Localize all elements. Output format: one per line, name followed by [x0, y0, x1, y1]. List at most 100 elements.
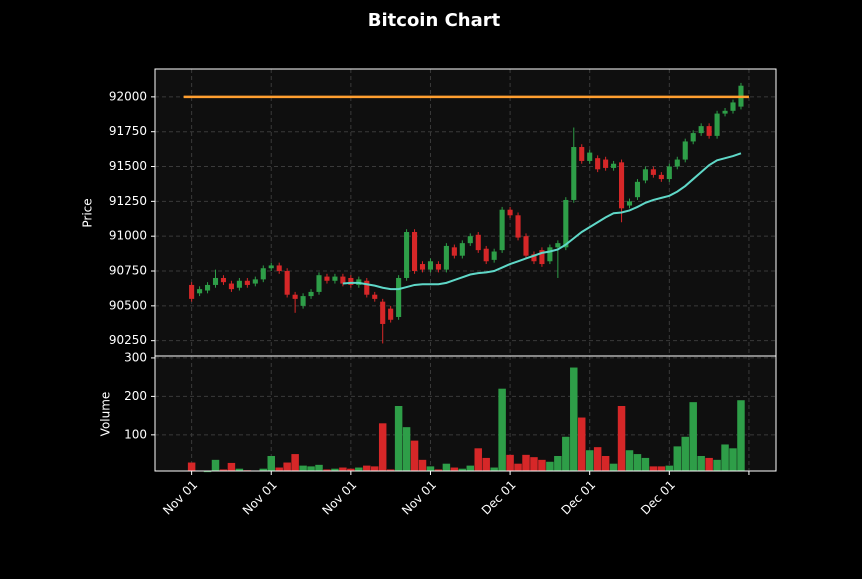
candle-body — [722, 111, 727, 114]
candle-body — [635, 182, 640, 197]
volume-bar — [363, 466, 370, 471]
candle-body — [229, 284, 234, 290]
volume-bar — [705, 458, 712, 471]
volume-bar — [267, 456, 274, 471]
candle-body — [643, 169, 648, 180]
candle-body — [221, 278, 226, 282]
candle-body — [651, 169, 656, 175]
candle-body — [324, 277, 329, 281]
candle-body — [484, 249, 489, 262]
volume-bar — [562, 437, 569, 471]
candle-body — [237, 281, 242, 288]
candle-body — [404, 232, 409, 278]
candle-body — [699, 126, 704, 133]
y-tick-label: 91000 — [109, 229, 147, 243]
candle-body — [293, 295, 298, 299]
candle-body — [364, 281, 369, 295]
volume-bar — [626, 450, 633, 471]
volume-bar — [228, 463, 235, 471]
y-tick-label: 91250 — [109, 194, 147, 208]
volume-bar — [681, 437, 688, 471]
candle-body — [587, 153, 592, 161]
volume-axis-label: Volume — [99, 392, 113, 437]
volume-bar — [443, 464, 450, 471]
volume-tick-label: 100 — [124, 427, 147, 441]
candle-body — [285, 271, 290, 295]
candle-body — [611, 164, 616, 168]
volume-bar — [689, 402, 696, 471]
y-tick-label: 91500 — [109, 159, 147, 173]
volume-bar — [482, 458, 489, 471]
candle-body — [571, 147, 576, 200]
candle-body — [269, 265, 274, 268]
volume-bar — [355, 468, 362, 471]
candle-body — [683, 141, 688, 159]
volume-bar — [610, 464, 617, 471]
candle-body — [388, 309, 393, 320]
y-tick-label: 90500 — [109, 298, 147, 312]
candle-body — [420, 264, 425, 270]
price-panel — [155, 69, 776, 356]
volume-bar — [697, 456, 704, 471]
volume-bar — [275, 468, 282, 471]
candle-body — [659, 175, 664, 179]
volume-bar — [650, 466, 657, 471]
volume-bar — [538, 460, 545, 471]
candle-body — [460, 243, 465, 256]
volume-bar — [666, 466, 673, 471]
volume-bar — [554, 456, 561, 471]
volume-tick-label: 200 — [124, 389, 147, 403]
volume-bar — [467, 466, 474, 471]
candle-body — [508, 210, 513, 216]
volume-bar — [737, 400, 744, 471]
candle-body — [715, 114, 720, 136]
volume-bar — [713, 460, 720, 471]
candle-body — [675, 160, 680, 167]
candle-body — [189, 285, 194, 299]
y-tick-label: 92000 — [109, 89, 147, 103]
volume-bar — [602, 456, 609, 471]
candle-body — [245, 281, 250, 285]
candle-body — [261, 268, 266, 279]
candle-body — [515, 215, 520, 237]
candle-body — [468, 236, 473, 243]
candle-body — [667, 167, 672, 180]
candle-body — [380, 302, 385, 324]
candle-body — [301, 296, 306, 306]
volume-bar — [371, 466, 378, 471]
volume-bar — [618, 406, 625, 471]
volume-bar — [674, 446, 681, 471]
volume-bar — [530, 457, 537, 471]
volume-bar — [315, 465, 322, 471]
volume-bar — [427, 466, 434, 471]
volume-bar — [586, 450, 593, 471]
y-tick-label: 90750 — [109, 264, 147, 278]
candle-body — [396, 278, 401, 317]
candle-body — [412, 232, 417, 271]
volume-bar — [522, 455, 529, 471]
volume-bar — [634, 454, 641, 471]
volume-bar — [212, 460, 219, 471]
volume-bar — [498, 389, 505, 471]
candle-body — [619, 162, 624, 208]
y-tick-label: 90250 — [109, 333, 147, 347]
volume-bar — [578, 418, 585, 471]
candle-body — [308, 292, 313, 296]
volume-bar — [490, 468, 497, 471]
candle-body — [316, 275, 321, 292]
candle-body — [547, 247, 552, 261]
volume-bar — [403, 427, 410, 471]
candle-body — [476, 235, 481, 250]
candle-body — [595, 158, 600, 169]
volume-bar — [283, 463, 290, 471]
candle-body — [627, 201, 632, 205]
chart-title: Bitcoin Chart — [368, 10, 501, 31]
volume-bar — [411, 441, 418, 471]
candle-body — [205, 285, 210, 291]
candle-body — [253, 279, 258, 283]
candle-body — [730, 102, 735, 110]
volume-bar — [299, 466, 306, 471]
volume-bar — [729, 448, 736, 471]
